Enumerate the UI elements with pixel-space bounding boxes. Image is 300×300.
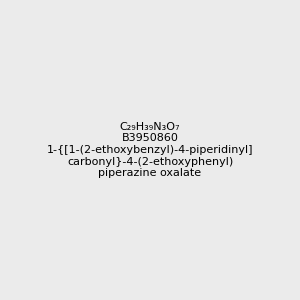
Text: C₂₉H₃₉N₃O₇
B3950860
1-{[1-(2-ethoxybenzyl)-4-piperidinyl]
carbonyl}-4-(2-ethoxyp: C₂₉H₃₉N₃O₇ B3950860 1-{[1-(2-ethoxybenzy… — [47, 122, 253, 178]
